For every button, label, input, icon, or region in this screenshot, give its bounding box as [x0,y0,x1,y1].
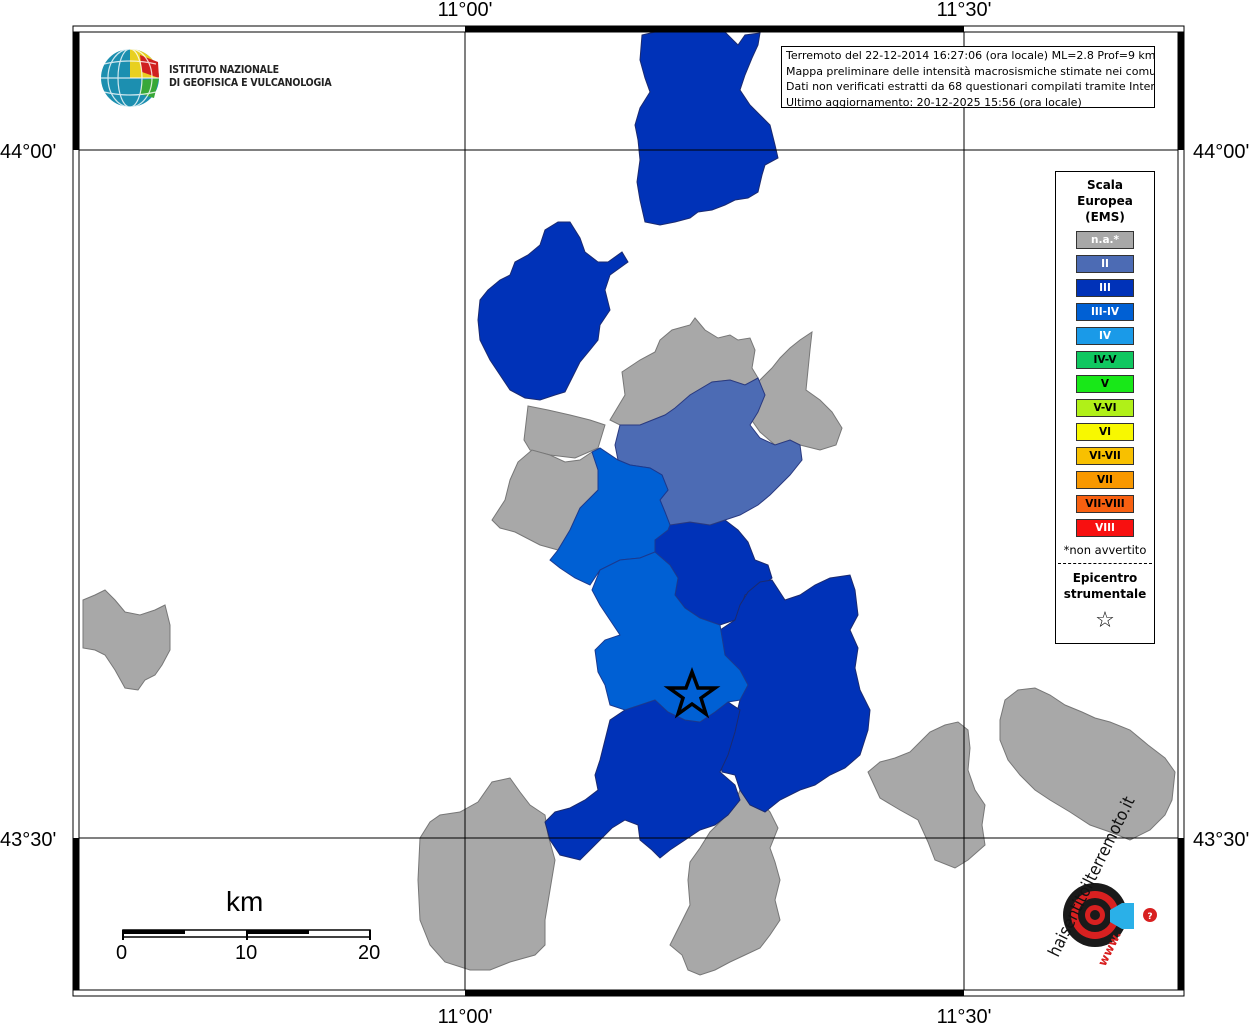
region-iii [477,31,871,861]
frame-border [72,25,1185,997]
region-iii-iv [549,447,749,723]
legend-item: VIII [1076,519,1134,537]
axis-label-bottom-1: 11°00' [438,1006,493,1024]
legend-item: II [1076,255,1134,273]
municipality-na-north-2 [747,330,843,451]
axis-label-right-1: 44°00' [1193,141,1249,163]
legend-item: VI [1076,423,1134,441]
legend-title-2: Europea [1077,194,1133,208]
legend-item: III-IV [1076,303,1134,321]
legend-epicenter-label: Epicentro strumentale [1056,570,1154,602]
legend-epicenter-2: strumentale [1063,587,1147,601]
legend-star-icon: ☆ [1095,608,1115,633]
scale-bar-label-10: 10 [235,942,258,964]
legend-item: VII [1076,471,1134,489]
legend-item: V-VI [1076,399,1134,417]
legend-item: V [1076,375,1134,393]
axis-label-bottom-2: 11°30' [937,1006,992,1024]
scale-bar-label-20: 20 [358,942,381,964]
info-line-1: Terremoto del 22-12-2014 16:27:06 (ora l… [786,49,1155,62]
institute-line-1: ISTITUTO NAZIONALE [169,64,279,76]
epicenter-star [663,667,721,719]
axis-label-top-1: 11°00' [438,0,493,21]
scale-bar-label-0: 0 [116,942,128,964]
axis-label-left-1: 44°00' [0,141,56,163]
legend-item: VII-VIII [1076,495,1134,513]
municipality-iii-northwest [477,221,629,401]
legend-epicenter-1: Epicentro [1072,571,1138,585]
legend-note: *non avvertito [1063,543,1147,557]
institute-line-2: DI GEOFISICA E VULCANOLOGIA [169,77,332,89]
ingv-globe-icon [101,48,159,108]
info-line-2: Mappa preliminare delle intensità macros… [786,64,1155,78]
municipality-na-west [82,589,171,691]
svg-text:?: ? [1147,912,1152,922]
axis-label-right-2: 43°30' [1193,829,1249,851]
legend-title: Scala Europea (EMS) [1056,177,1154,225]
legend-title-1: Scala [1086,178,1124,192]
intensity-legend: Scala Europea (EMS) n.a.* II III III-IV IV IV… [1055,171,1155,644]
legend-title-3: (EMS) [1085,210,1125,224]
legend-item: IV [1076,327,1134,345]
info-line-4: Ultimo aggiornamento: 20-12-2025 15:56 (… [786,95,1082,108]
axis-label-left-2: 43°30' [0,829,56,851]
legend-item: IV-V [1076,351,1134,369]
info-line-3: Dati non verificati estratti da 68 quest… [786,80,1155,93]
municipality-iii-north [634,31,779,226]
municipality-na-east-2 [999,687,1176,841]
map-grid [79,32,1178,990]
municipality-na-west-2 [523,405,606,459]
scale-bar-unit: km [226,886,264,917]
institute-name: ISTITUTO NAZIONALE DI GEOFISICA E VULCAN… [169,64,332,90]
legend-item: n.a.* [1076,231,1134,249]
event-info-box: Terremoto del 22-12-2014 16:27:06 (ora l… [781,46,1155,108]
municipality-na-east-1 [867,721,986,869]
scale-bar [122,929,371,940]
legend-separator [1058,563,1152,564]
legend-item: III [1076,279,1134,297]
axis-label-top-2: 11°30' [937,0,992,21]
legend-item: VI-VII [1076,447,1134,465]
region-na [82,317,1176,976]
legend-items: n.a.* II III III-IV IV IV-V V V-VI VI VI-VII VII VI… [1056,231,1154,537]
municipality-na-south-west [417,777,556,971]
